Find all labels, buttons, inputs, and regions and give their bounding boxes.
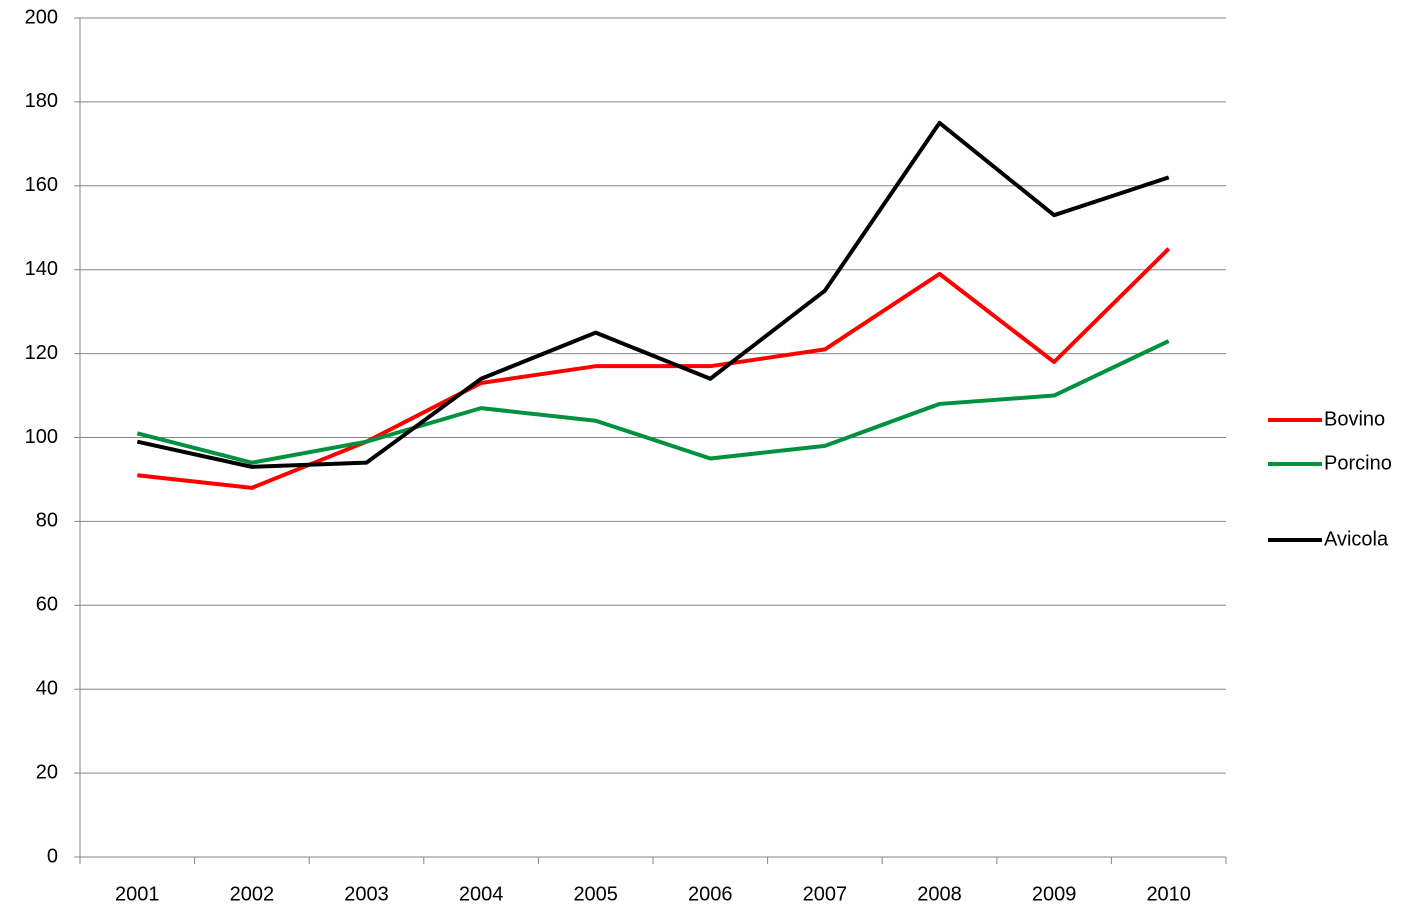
x-tick-label: 2009 bbox=[1032, 883, 1077, 905]
x-tick-label: 2001 bbox=[115, 883, 160, 905]
series-line bbox=[136, 339, 1170, 465]
y-tick-label: 140 bbox=[25, 258, 58, 280]
y-tick-label: 0 bbox=[47, 845, 58, 867]
y-tick-label: 180 bbox=[25, 90, 58, 112]
x-tick-label: 2008 bbox=[917, 883, 962, 905]
x-tick-label: 2010 bbox=[1146, 883, 1191, 905]
x-tick-label: 2004 bbox=[459, 883, 504, 905]
legend-label: Avicola bbox=[1324, 528, 1389, 550]
y-tick-label: 80 bbox=[36, 510, 58, 532]
y-tick-label: 20 bbox=[36, 761, 58, 783]
x-tick-label: 2007 bbox=[803, 883, 848, 905]
y-tick-label: 200 bbox=[25, 6, 58, 28]
series-line bbox=[137, 247, 1171, 490]
legend-label: Bovino bbox=[1324, 408, 1385, 430]
series-line bbox=[136, 120, 1170, 469]
y-tick-label: 40 bbox=[36, 677, 58, 699]
legend-label: Porcino bbox=[1324, 452, 1392, 474]
x-tick-label: 2006 bbox=[688, 883, 733, 905]
y-tick-label: 60 bbox=[36, 594, 58, 616]
y-tick-label: 100 bbox=[25, 426, 58, 448]
x-tick-label: 2003 bbox=[344, 883, 389, 905]
y-tick-label: 160 bbox=[25, 174, 58, 196]
x-tick-label: 2005 bbox=[573, 883, 618, 905]
x-tick-label: 2002 bbox=[230, 883, 275, 905]
y-tick-label: 120 bbox=[25, 342, 58, 364]
